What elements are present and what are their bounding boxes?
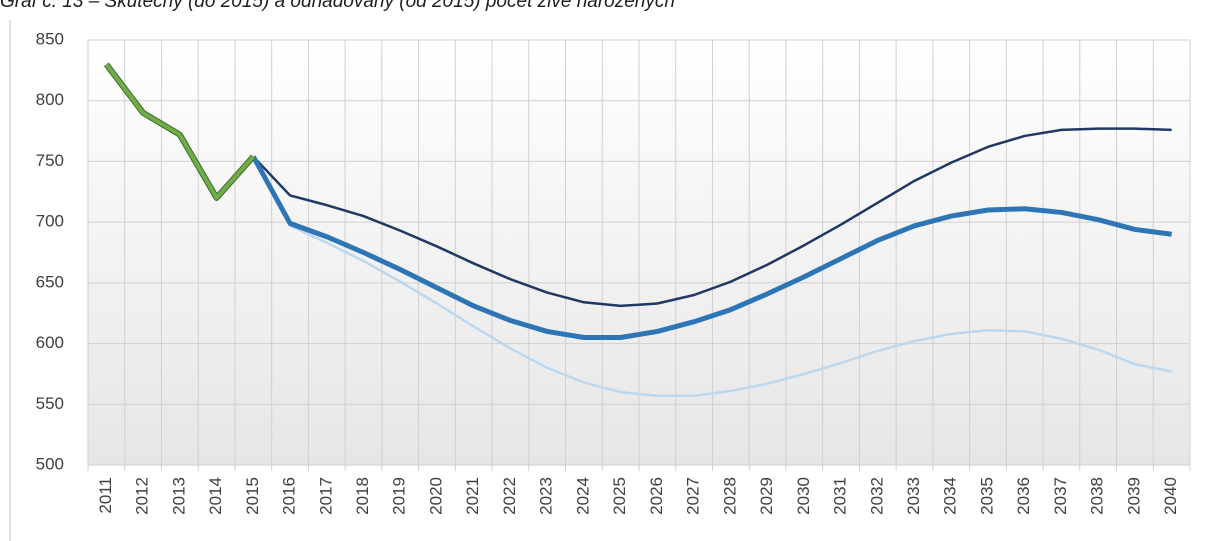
- y-tick-label: 600: [36, 333, 64, 352]
- x-tick-label: 2024: [573, 477, 592, 515]
- x-tick-label: 2026: [647, 477, 666, 515]
- y-tick-label: 750: [36, 151, 64, 170]
- y-tick-label: 500: [36, 454, 64, 473]
- y-tick-label: 550: [36, 394, 64, 413]
- y-tick-label: 700: [36, 212, 64, 231]
- x-tick-label: 2037: [1051, 477, 1070, 515]
- x-tick-label: 2027: [684, 477, 703, 515]
- x-tick-label: 2021: [463, 477, 482, 515]
- series-line: [252, 155, 1172, 398]
- x-tick-label: 2015: [243, 477, 262, 515]
- x-tick-label: 2020: [426, 477, 445, 515]
- x-tick-label: 2034: [941, 477, 960, 515]
- x-tick-label: 2029: [757, 477, 776, 515]
- x-tick-label: 2018: [353, 477, 372, 515]
- y-tick-label: 650: [36, 272, 64, 291]
- y-tick-label: 800: [36, 90, 64, 109]
- chart-title: Graf č. 13 – Skutečný (do 2015) a odhado…: [0, 0, 675, 12]
- x-tick-label: 2014: [206, 477, 225, 515]
- x-tick-label: 2017: [316, 477, 335, 515]
- x-tick-label: 2013: [169, 477, 188, 515]
- x-tick-label: 2031: [831, 477, 850, 515]
- x-tick-label: 2030: [794, 477, 813, 515]
- x-tick-label: 2036: [1014, 477, 1033, 515]
- y-tick-label: 850: [36, 29, 64, 48]
- x-tick-label: 2025: [610, 477, 629, 515]
- x-tick-label: 2038: [1088, 477, 1107, 515]
- x-tick-label: 2039: [1124, 477, 1143, 515]
- x-tick-label: 2035: [977, 477, 996, 515]
- x-tick-label: 2023: [537, 477, 556, 515]
- x-tick-label: 2032: [867, 477, 886, 515]
- x-tick-label: 2028: [720, 477, 739, 515]
- x-tick-label: 2012: [133, 477, 152, 515]
- series-line: [251, 155, 1172, 340]
- series-line: [104, 63, 255, 200]
- x-tick-label: 2033: [904, 477, 923, 515]
- x-tick-label: 2011: [96, 477, 115, 514]
- x-tick-label: 2022: [500, 477, 519, 515]
- x-tick-label: 2040: [1161, 477, 1180, 515]
- x-tick-label: 2016: [280, 477, 299, 515]
- series-line: [252, 127, 1172, 308]
- x-tick-label: 2019: [390, 477, 409, 515]
